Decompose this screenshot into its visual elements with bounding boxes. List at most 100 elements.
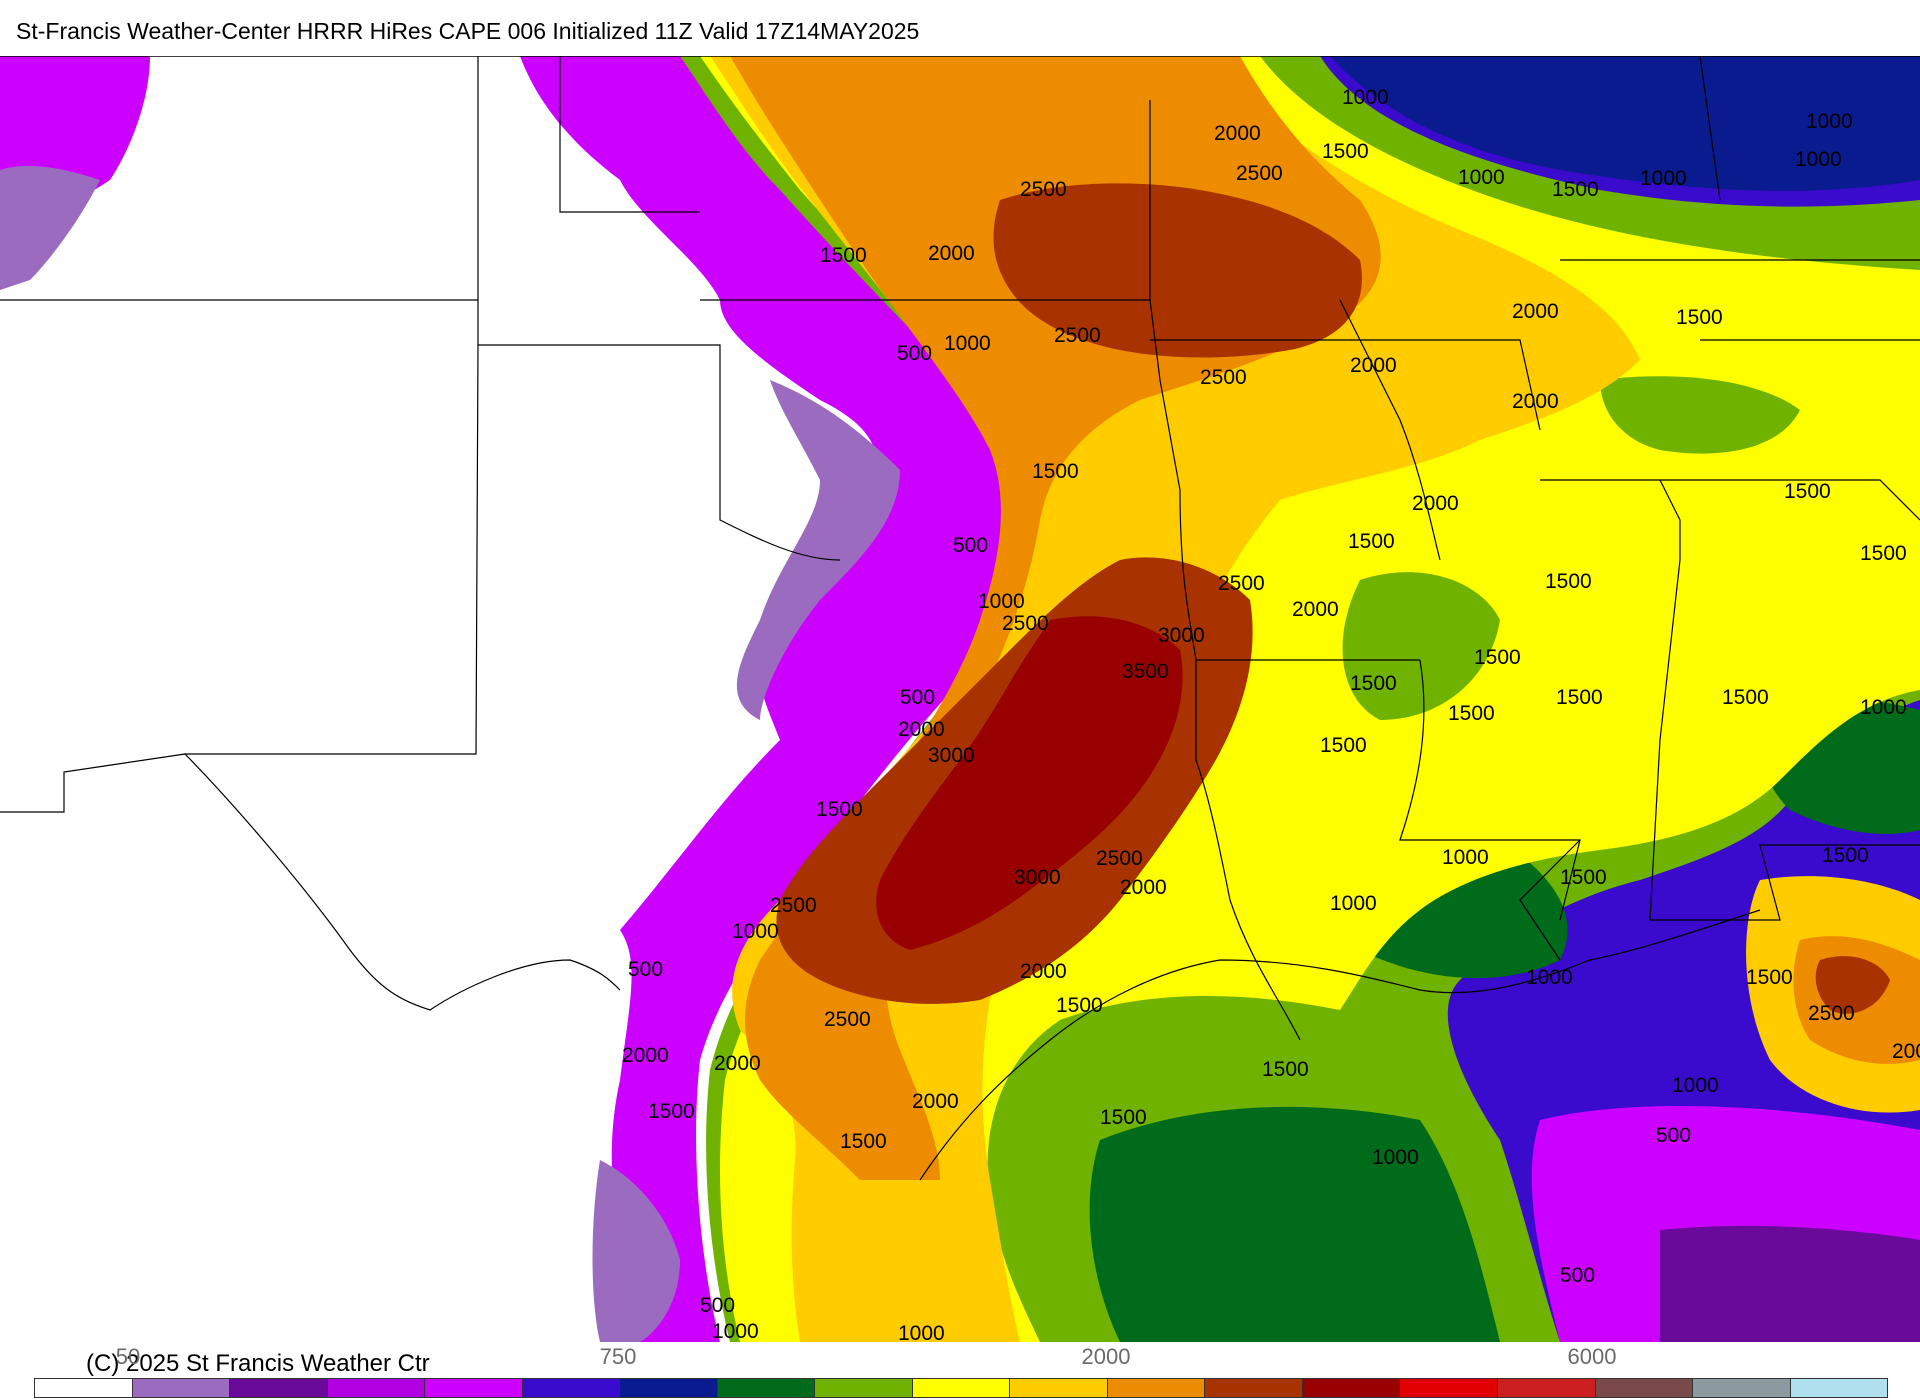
copyright-text: (C) 2025 St Francis Weather Ctr: [86, 1350, 430, 1377]
contour-label: 1500: [1722, 686, 1769, 709]
band-lightpurple-west2: [592, 1160, 680, 1342]
contour-label: 2500: [1218, 572, 1265, 595]
contour-label: 500: [1560, 1264, 1595, 1287]
colorbar-tick-label: 2000: [1081, 1344, 1131, 1369]
contour-label: 1000: [732, 920, 779, 943]
contour-label: 2000: [1512, 390, 1559, 413]
contour-label: 1000: [1806, 110, 1853, 133]
contour-label: 1000: [978, 590, 1025, 613]
contour-label: 2000: [928, 242, 975, 265]
contour-label: 1000: [1526, 966, 1573, 989]
band-darkred-core: [876, 616, 1183, 950]
gulf-coastline: [919, 909, 1761, 1181]
contour-label: 1000: [1330, 892, 1377, 915]
contour-label: 1500: [1556, 686, 1603, 709]
colorbar-segment: [1107, 1379, 1206, 1397]
colorbar-tick-label: 750: [599, 1344, 637, 1369]
contour-label: 500: [700, 1294, 735, 1317]
contour-label: 2000: [1292, 598, 1339, 621]
contour-label: 1000: [1795, 148, 1842, 171]
band-lightpurple-nw: [0, 165, 100, 290]
contour-label: 2000: [1412, 492, 1459, 515]
colorbar-tick-label: 6000: [1567, 1344, 1617, 1369]
contour-label: 1500: [648, 1100, 695, 1123]
colorbar-segment: [1400, 1379, 1498, 1397]
contour-label: 2000: [1892, 1040, 1920, 1063]
contour-label: 3000: [928, 744, 975, 767]
contour-label: 2000: [898, 718, 945, 741]
band-magenta-west: [520, 56, 1060, 1342]
colorbar-segment: [1205, 1379, 1303, 1397]
contour-label: 2000: [1350, 354, 1397, 377]
contour-label: 1500: [1560, 866, 1607, 889]
contour-label: 2000: [1214, 122, 1261, 145]
contour-label: 1500: [1545, 570, 1592, 593]
contour-label: 1500: [1552, 178, 1599, 201]
contour-label: 500: [628, 958, 663, 981]
contour-label: 1000: [1640, 167, 1687, 190]
contour-label: 1500: [1100, 1106, 1147, 1129]
band-lightorange: [710, 56, 1640, 1342]
contour-label: 1000: [1458, 166, 1505, 189]
colorbar-segment: [1497, 1379, 1596, 1397]
contour-label: 2500: [1200, 366, 1247, 389]
contour-label: 2500: [1002, 612, 1049, 635]
colorbar-segment: [132, 1379, 231, 1397]
contour-label: 2000: [1512, 300, 1559, 323]
colorbar-segment: [425, 1379, 523, 1397]
contour-label: 1000: [712, 1320, 759, 1342]
contour-label: 1500: [1322, 140, 1369, 163]
contour-label: 2000: [714, 1052, 761, 1075]
contour-label: 1500: [1348, 530, 1395, 553]
band-rust-north: [993, 183, 1362, 358]
contour-label: 1500: [1784, 480, 1831, 503]
contour-label: 1500: [816, 798, 863, 821]
contour-label: 1000: [1372, 1146, 1419, 1169]
contour-label: 2500: [1020, 178, 1067, 201]
contour-label: 1500: [1822, 844, 1869, 867]
contour-label: 2000: [1020, 960, 1067, 983]
colorbar-segment: [522, 1379, 621, 1397]
band-navy-north: [1330, 56, 1920, 191]
contour-labels: 1000 1000 1000 1000 1000 2000 1500 2500 …: [622, 86, 1920, 1342]
contour-label: 1000: [1860, 696, 1907, 719]
contour-label: 1000: [944, 332, 991, 355]
colorbar-tick-label: 50: [115, 1344, 141, 1369]
contour-label: 1500: [1320, 734, 1367, 757]
contour-label: 2500: [824, 1008, 871, 1031]
contour-label: 1500: [1056, 994, 1103, 1017]
contour-label: 2000: [1120, 876, 1167, 899]
colorbar-segment: [1010, 1379, 1108, 1397]
colorbar-segment: [1595, 1379, 1694, 1397]
contour-label: 1000: [1342, 86, 1389, 109]
contour-label: 1500: [1676, 306, 1723, 329]
contour-label: 2500: [770, 894, 817, 917]
contour-label: 1500: [820, 244, 867, 267]
colorbar: [34, 1378, 1888, 1398]
contour-label: 3500: [1122, 660, 1169, 683]
map-title: St-Francis Weather-Center HRRR HiRes CAP…: [16, 18, 920, 44]
contour-label: 3000: [1014, 866, 1061, 889]
colorbar-segment: [1693, 1379, 1791, 1397]
contour-label: 2500: [1236, 162, 1283, 185]
colorbar-segment: [230, 1379, 328, 1397]
colorbar-segment: [1302, 1379, 1401, 1397]
contour-label: 2500: [1054, 324, 1101, 347]
contour-label: 1500: [1262, 1058, 1309, 1081]
contour-label: 1500: [1746, 966, 1793, 989]
contour-label: 1500: [840, 1130, 887, 1153]
contour-label: 2000: [912, 1090, 959, 1113]
contour-label: 3000: [1158, 624, 1205, 647]
contour-label: 1500: [1860, 542, 1907, 565]
band-yellow-se-green: [1600, 376, 1800, 454]
contour-label: 1500: [1032, 460, 1079, 483]
contour-label: 500: [900, 686, 935, 709]
contour-label: 2000: [622, 1044, 669, 1067]
colorbar-segment: [1790, 1379, 1888, 1397]
contour-label: 2500: [1808, 1002, 1855, 1025]
cape-map: 1000 1000 1000 1000 1000 2000 1500 2500 …: [0, 56, 1920, 1342]
band-rust-se: [1815, 956, 1890, 1014]
contour-label: 1500: [1448, 702, 1495, 725]
colorbar-segment: [620, 1379, 718, 1397]
contour-label: 1000: [1442, 846, 1489, 869]
